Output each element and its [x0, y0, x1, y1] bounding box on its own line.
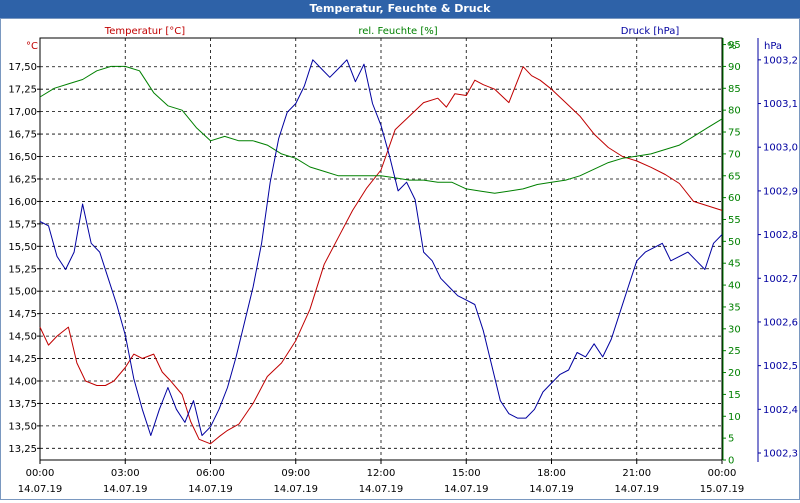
humidity-tick-label: 40 [728, 281, 741, 292]
humidity-tick-label: 80 [728, 106, 741, 117]
temperature-tick-label: 16,50 [8, 152, 37, 163]
temperature-unit-label: °C [26, 41, 38, 52]
x-tick-date-label: 14.07.19 [188, 484, 233, 495]
x-tick-time-label: 06:00 [196, 468, 225, 479]
humidity-tick-label: 75 [728, 128, 741, 139]
pressure-tick-label: 1002,8 [763, 230, 798, 241]
temperature-tick-label: 14,75 [8, 309, 37, 320]
series-line-humidity [39, 65, 723, 194]
temperature-tick-label: 15,00 [8, 287, 37, 298]
temperature-tick-label: 13,50 [8, 421, 37, 432]
x-tick-time-label: 03:00 [111, 468, 140, 479]
temperature-tick-label: 13,25 [8, 444, 37, 455]
chart-title: Temperatur, Feuchte & Druck [0, 0, 800, 18]
humidity-tick-label: 85 [728, 84, 741, 95]
temperature-tick-label: 16,75 [8, 130, 37, 141]
temperature-tick-label: 14,00 [8, 376, 37, 387]
x-tick-date-label: 14.07.19 [273, 484, 318, 495]
humidity-tick-label: 90 [728, 62, 741, 73]
temperature-tick-label: 17,25 [8, 85, 37, 96]
axis-layer [37, 37, 761, 464]
humidity-tick-label: 35 [728, 302, 741, 313]
x-tick-date-label: 14.07.19 [444, 484, 489, 495]
humidity-tick-label: 10 [728, 412, 741, 423]
x-tick-time-label: 18:00 [537, 468, 566, 479]
grid-layer [40, 38, 722, 460]
pressure-unit-label: hPa [764, 41, 782, 52]
x-tick-date-label: 15.07.19 [700, 484, 745, 495]
pressure-tick-label: 1002,4 [763, 405, 798, 416]
humidity-tick-label: 55 [728, 215, 741, 226]
line-chart: 13,25 13,50 13,75 14,00 14,25 14,50 14,75 15,00… [8, 26, 798, 495]
pressure-tick-label: 1002,5 [763, 361, 798, 372]
x-tick-date-label: 14.07.19 [103, 484, 148, 495]
humidity-tick-label: 15 [728, 390, 741, 401]
temperature-tick-label: 17,50 [8, 62, 37, 73]
pressure-tick-label: 1002,6 [763, 317, 798, 328]
temperature-tick-label: 15,25 [8, 264, 37, 275]
humidity-tick-label: 95 [728, 40, 741, 51]
label-layer: 13,25 13,50 13,75 14,00 14,25 14,50 14,75 15,00… [8, 26, 798, 495]
pressure-tick-label: 1002,9 [763, 186, 798, 197]
x-tick-time-label: 15:00 [452, 468, 481, 479]
temperature-tick-label: 16,00 [8, 197, 37, 208]
x-tick-time-label: 00:00 [708, 468, 737, 479]
humidity-tick-label: 65 [728, 171, 741, 182]
humidity-tick-label: 60 [728, 193, 741, 204]
chart-container: 13,25 13,50 13,75 14,00 14,25 14,50 14,75 15,00… [0, 18, 800, 500]
temperature-tick-label: 15,75 [8, 219, 37, 230]
humidity-tick-label: 50 [728, 237, 741, 248]
temperature-tick-label: 16,25 [8, 174, 37, 185]
humidity-unit-label: % [727, 41, 737, 52]
x-tick-date-label: 14.07.19 [359, 484, 404, 495]
series-line-temperature [39, 66, 723, 445]
pressure-tick-label: 1003,0 [763, 143, 798, 154]
pressure-tick-label: 1003,2 [763, 55, 798, 66]
temperature-tick-label: 14,25 [8, 354, 37, 365]
humidity-axis-title: rel. Feuchte [%] [358, 26, 437, 37]
pressure-tick-label: 1003,1 [763, 99, 798, 110]
humidity-tick-label: 5 [728, 434, 734, 445]
series-line-pressure [39, 59, 723, 436]
humidity-tick-label: 70 [728, 149, 741, 160]
x-tick-date-label: 14.07.19 [614, 484, 659, 495]
temperature-tick-label: 15,50 [8, 242, 37, 253]
humidity-tick-label: 0 [728, 456, 734, 467]
humidity-tick-label: 30 [728, 324, 741, 335]
humidity-tick-label: 25 [728, 346, 741, 357]
temperature-tick-label: 17,00 [8, 107, 37, 118]
x-tick-time-label: 09:00 [281, 468, 310, 479]
x-tick-date-label: 14.07.19 [529, 484, 574, 495]
pressure-axis-title: Druck [hPa] [621, 26, 680, 37]
humidity-tick-label: 45 [728, 259, 741, 270]
pressure-tick-label: 1002,7 [763, 274, 798, 285]
pressure-tick-label: 1002,3 [763, 449, 798, 460]
x-tick-time-label: 21:00 [622, 468, 651, 479]
temperature-tick-label: 14,50 [8, 332, 37, 343]
temperature-tick-label: 13,75 [8, 399, 37, 410]
temperature-axis-title: Temperatur [°C] [104, 26, 185, 37]
x-tick-time-label: 00:00 [26, 468, 55, 479]
humidity-tick-label: 20 [728, 368, 741, 379]
x-tick-date-label: 14.07.19 [18, 484, 63, 495]
x-tick-time-label: 12:00 [367, 468, 396, 479]
series-layer [39, 59, 723, 445]
